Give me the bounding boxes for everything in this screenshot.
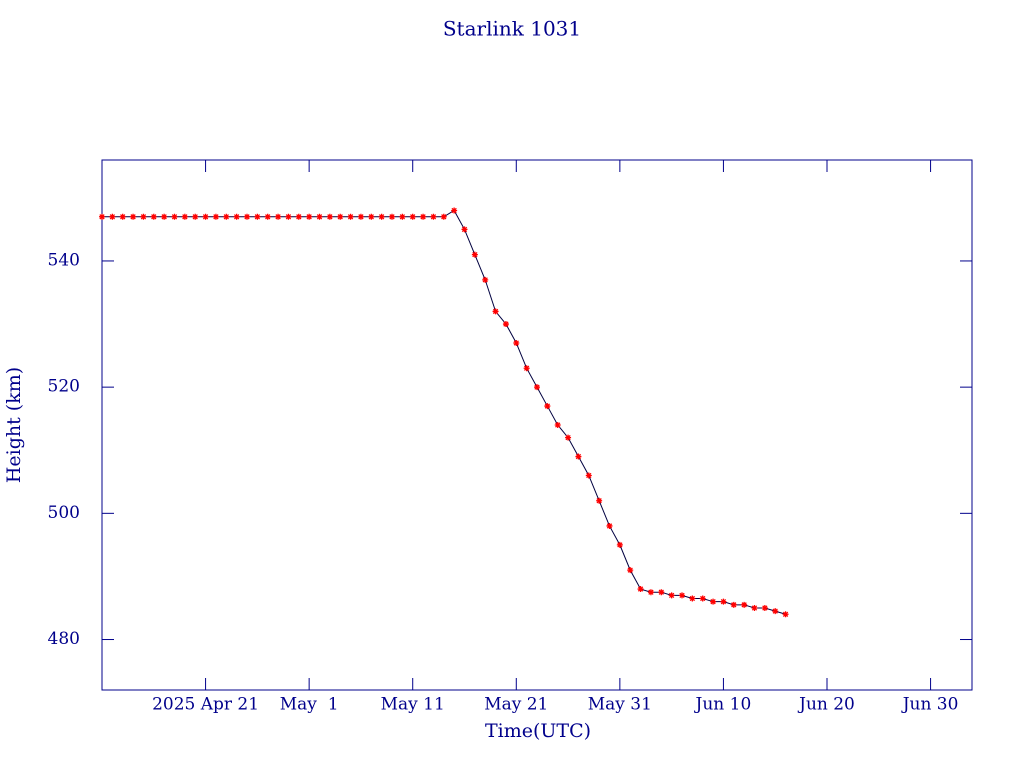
data-point [502, 321, 509, 328]
data-point [212, 213, 219, 220]
data-point [596, 497, 603, 504]
data-point [357, 213, 364, 220]
data-point [140, 213, 147, 220]
y-axis-label: Height (km) [3, 367, 25, 483]
data-point [679, 592, 685, 599]
y-tick-label: 500 [48, 503, 80, 523]
data-point [99, 213, 105, 220]
data-point [647, 589, 654, 596]
x-tick-label: Jun 30 [901, 695, 959, 715]
data-point [741, 601, 748, 608]
data-point [461, 226, 468, 233]
x-axis-label: Time(UTC) [485, 720, 591, 742]
data-point [440, 213, 447, 220]
data-point [285, 213, 292, 220]
data-point [223, 213, 230, 220]
data-point [347, 213, 354, 220]
data-point [306, 213, 313, 220]
x-tick-label: May 31 [588, 695, 652, 715]
data-point [192, 213, 199, 220]
data-point [202, 213, 209, 220]
x-tick-label: Jun 10 [694, 695, 752, 715]
data-point [699, 595, 706, 602]
data-point [295, 213, 302, 220]
data-point [326, 213, 333, 220]
data-point [275, 213, 282, 220]
data-point [316, 213, 323, 220]
data-point [751, 604, 758, 611]
data-point [451, 207, 458, 214]
data-point [233, 213, 240, 220]
data-point [627, 567, 634, 574]
x-tick-label: May 11 [381, 695, 445, 715]
data-point [575, 453, 582, 460]
data-point [616, 541, 623, 548]
data-point [409, 213, 416, 220]
data-point [161, 213, 168, 220]
data-point [430, 213, 437, 220]
data-point [378, 213, 385, 220]
data-point [668, 592, 675, 599]
data-point [513, 339, 520, 346]
data-point [710, 598, 717, 605]
data-point [337, 213, 344, 220]
x-tick-label: May 1 [280, 695, 339, 715]
data-point [523, 365, 530, 372]
y-tick-label: 520 [48, 377, 80, 397]
chart-title: Starlink 1031 [443, 17, 581, 41]
data-point [119, 213, 126, 220]
data-point [637, 586, 644, 593]
data-point [606, 522, 613, 529]
data-point [730, 601, 737, 608]
data-point [150, 213, 157, 220]
plot-frame [101, 159, 973, 691]
data-point [544, 403, 551, 410]
data-point [565, 434, 572, 441]
data-point [109, 213, 116, 220]
data-point [782, 611, 789, 618]
data-point [244, 213, 250, 220]
data-point [689, 595, 696, 602]
data-point [658, 589, 665, 596]
data-point [585, 472, 592, 479]
data-point [130, 213, 137, 220]
data-point [720, 598, 727, 605]
y-tick-label: 540 [48, 250, 80, 270]
data-point [399, 213, 406, 220]
data-point [264, 213, 271, 220]
data-point [471, 251, 478, 258]
y-tick-label: 480 [48, 629, 80, 649]
x-tick-label: Jun 20 [797, 695, 855, 715]
data-point [254, 213, 261, 220]
data-point [171, 213, 178, 220]
x-tick-label: May 21 [484, 695, 548, 715]
data-point [554, 422, 561, 428]
data-point [492, 308, 499, 315]
data-point [761, 604, 768, 611]
data-point [181, 213, 188, 220]
data-point [482, 276, 489, 283]
x-tick-label: 2025 Apr 21 [152, 695, 259, 715]
data-point [389, 213, 395, 220]
data-point [368, 213, 375, 220]
data-point [420, 213, 427, 220]
data-point [534, 384, 540, 391]
data-point [772, 608, 779, 615]
